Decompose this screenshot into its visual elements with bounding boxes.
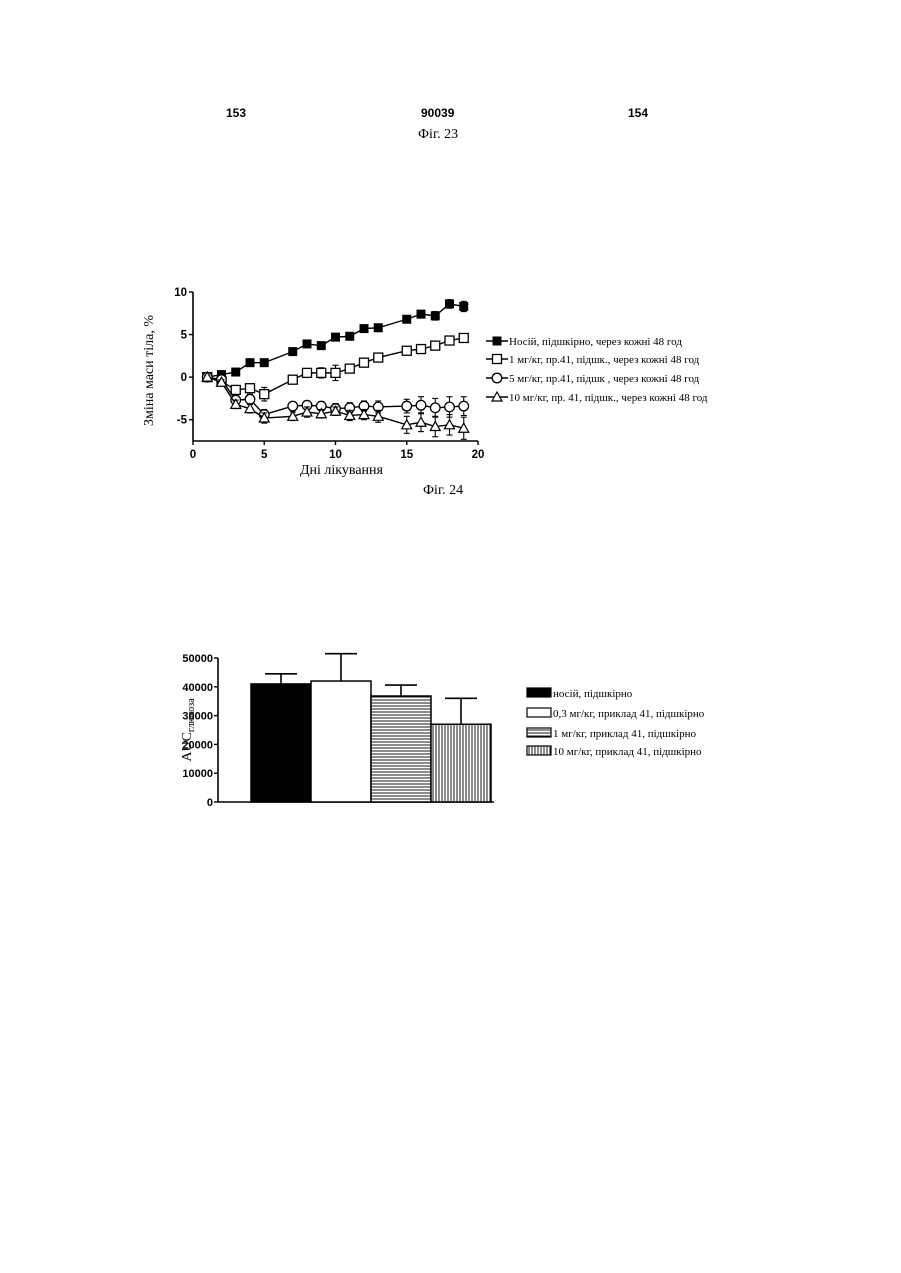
legend-label: 10 мг/кг, пр. 41, підшк., через кожні 48… bbox=[509, 392, 708, 404]
data-point-open-circle bbox=[416, 400, 426, 410]
x-tick-label: 10 bbox=[329, 449, 342, 461]
data-point-filled-square bbox=[246, 359, 254, 367]
legend-swatch bbox=[527, 688, 551, 697]
y-tick-label: 0 bbox=[207, 797, 213, 809]
bar bbox=[311, 681, 371, 802]
data-point-filled-square bbox=[232, 368, 240, 376]
data-point-open-square bbox=[360, 358, 369, 367]
line-chart-y-axis-label: Зміна маси тіла, % bbox=[142, 315, 157, 426]
data-point-open-circle bbox=[402, 401, 412, 411]
line-chart-x-axis-label: Дні лікування bbox=[300, 463, 384, 478]
legend-label: Носій, підшкірно, через кожні 48 год bbox=[509, 336, 682, 348]
y-tick-label: 5 bbox=[181, 330, 188, 342]
data-point-filled-square bbox=[260, 359, 268, 367]
legend-label: 1 мг/кг, пр.41, підшк., через кожні 48 г… bbox=[509, 354, 700, 366]
data-point-open-circle bbox=[459, 401, 469, 411]
data-point-filled-square bbox=[303, 340, 311, 348]
data-point-open-square bbox=[402, 346, 411, 355]
data-point-open-triangle bbox=[416, 417, 426, 426]
data-point-open-circle bbox=[445, 402, 455, 412]
data-point-open-circle bbox=[492, 373, 502, 383]
data-point-open-square bbox=[288, 375, 297, 384]
bar bbox=[371, 696, 431, 802]
y-tick-label: 10000 bbox=[182, 768, 213, 780]
data-point-open-square bbox=[445, 336, 454, 345]
x-tick-label: 5 bbox=[261, 449, 268, 461]
bar-chart-bars bbox=[251, 654, 491, 802]
legend-swatch bbox=[527, 708, 551, 717]
data-point-open-square bbox=[431, 341, 440, 350]
data-point-filled-square bbox=[403, 315, 411, 323]
data-point-open-circle bbox=[288, 401, 298, 411]
data-point-open-circle bbox=[430, 403, 440, 413]
y-tick-label: 50000 bbox=[182, 653, 213, 665]
data-point-filled-square bbox=[332, 333, 340, 341]
bar-chart-y-axis-label-sub: глюкоза bbox=[186, 698, 197, 732]
x-tick-label: 15 bbox=[400, 449, 413, 461]
legend-swatch bbox=[527, 728, 551, 737]
figure-24-caption: Фіг. 24 bbox=[423, 483, 463, 499]
body-weight-line-chart: 10 5 0 -5 0 5 10 15 20 Носій, підшкірно, через к… bbox=[0, 0, 901, 500]
bar-chart-y-axis-label-main: AUC bbox=[180, 732, 195, 762]
y-tick-label: -5 bbox=[177, 415, 188, 427]
bar-group-1 bbox=[251, 674, 311, 802]
bar bbox=[431, 724, 491, 802]
data-point-open-square bbox=[459, 333, 468, 342]
data-point-open-triangle bbox=[445, 420, 455, 429]
bar-chart-y-axis-label: AUCглюкоза bbox=[180, 698, 197, 762]
data-point-open-square bbox=[317, 368, 326, 377]
data-point-open-square bbox=[231, 385, 240, 394]
x-tick-label: 0 bbox=[190, 449, 196, 461]
legend-label: 0,3 мг/кг, приклад 41, підшкірно bbox=[553, 708, 705, 720]
data-point-open-triangle bbox=[359, 410, 369, 419]
bar-group-3 bbox=[371, 685, 431, 802]
bar bbox=[251, 684, 311, 802]
bar-chart-legend: носій, підшкірно 0,3 мг/кг, приклад 41, п… bbox=[527, 688, 705, 758]
y-tick-label: 10 bbox=[174, 287, 187, 299]
data-point-open-square bbox=[417, 345, 426, 354]
series-4 bbox=[202, 372, 469, 439]
x-tick-label: 20 bbox=[472, 449, 485, 461]
data-point-open-square bbox=[260, 390, 269, 399]
line-chart-legend: Носій, підшкірно, через кожні 48 год 1 мг… bbox=[486, 336, 708, 404]
legend-label: носій, підшкірно bbox=[553, 688, 633, 700]
data-point-open-square bbox=[331, 368, 340, 377]
data-point-open-square bbox=[303, 368, 312, 377]
legend-label: 5 мг/кг, пр.41, підшк , через кожні 48 г… bbox=[509, 373, 700, 385]
y-tick-label: 40000 bbox=[182, 682, 213, 694]
data-point-filled-square bbox=[460, 302, 468, 310]
bar-group-2 bbox=[311, 654, 371, 802]
data-point-open-square bbox=[493, 355, 502, 364]
legend-label: 1 мг/кг, приклад 41, підшкірно bbox=[553, 728, 697, 740]
data-point-filled-square bbox=[374, 324, 382, 332]
data-point-filled-square bbox=[360, 325, 368, 333]
line-chart-series bbox=[202, 300, 469, 440]
data-point-filled-square bbox=[289, 348, 297, 356]
data-point-open-square bbox=[246, 384, 255, 393]
data-point-filled-square bbox=[346, 332, 354, 340]
glucose-auc-bar-chart: 01000020000300004000050000 носій, підшкі… bbox=[0, 600, 901, 900]
data-point-filled-square bbox=[431, 312, 439, 320]
data-point-filled-square bbox=[446, 300, 454, 308]
data-point-open-square bbox=[345, 364, 354, 373]
legend-label: 10 мг/кг, приклад 41, підшкірно bbox=[553, 746, 702, 758]
legend-swatch bbox=[527, 746, 551, 755]
data-point-filled-square bbox=[317, 342, 325, 350]
data-point-filled-square bbox=[417, 310, 425, 318]
bar-group-4 bbox=[431, 698, 491, 802]
y-tick-label: 0 bbox=[181, 372, 187, 384]
data-point-open-square bbox=[374, 353, 383, 362]
data-point-filled-square bbox=[493, 337, 501, 345]
